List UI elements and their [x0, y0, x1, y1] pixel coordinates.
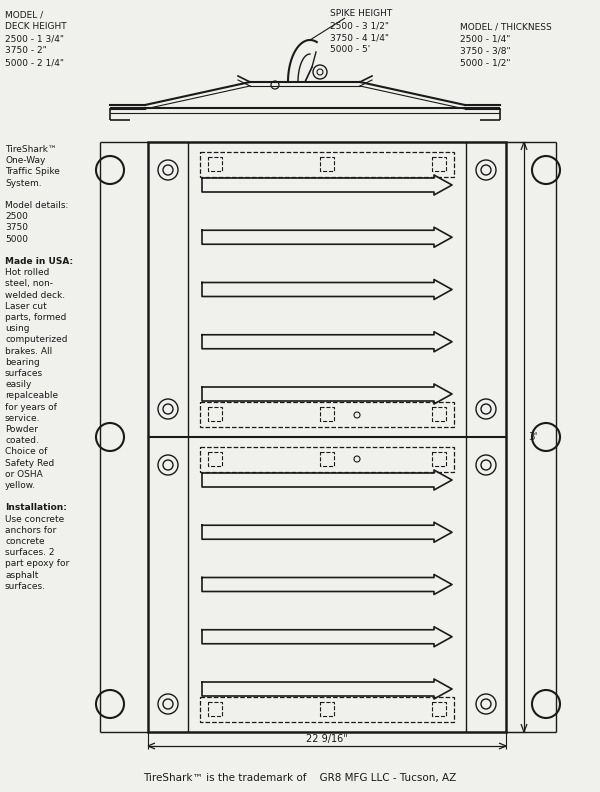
- Text: welded deck.: welded deck.: [5, 291, 65, 299]
- Text: Powder: Powder: [5, 425, 38, 434]
- Text: coated.: coated.: [5, 436, 39, 445]
- Text: brakes. All: brakes. All: [5, 347, 52, 356]
- Bar: [320, 702, 334, 716]
- Bar: [432, 407, 446, 421]
- Text: concrete: concrete: [5, 537, 44, 546]
- Bar: [148, 142, 506, 732]
- Text: anchors for: anchors for: [5, 526, 56, 535]
- Text: Made in USA:: Made in USA:: [5, 257, 73, 266]
- Bar: [320, 407, 334, 421]
- Text: for years of: for years of: [5, 402, 57, 412]
- Bar: [208, 157, 222, 171]
- Bar: [320, 452, 334, 466]
- Text: service.: service.: [5, 413, 41, 423]
- Text: 22 9/16": 22 9/16": [306, 734, 348, 744]
- Text: MODEL / THICKNESS
2500 - 1/4"
3750 - 3/8"
5000 - 1/2": MODEL / THICKNESS 2500 - 1/4" 3750 - 3/8…: [460, 22, 552, 67]
- Text: using: using: [5, 324, 29, 333]
- Text: or OSHA: or OSHA: [5, 470, 43, 479]
- Bar: [432, 702, 446, 716]
- Text: steel, non-: steel, non-: [5, 280, 53, 288]
- Text: 3750: 3750: [5, 223, 28, 232]
- Text: 2500: 2500: [5, 212, 28, 221]
- Text: Choice of: Choice of: [5, 447, 47, 456]
- Text: repalceable: repalceable: [5, 391, 58, 401]
- Text: MODEL /
DECK HEIGHT
2500 - 1 3/4"
3750 - 2"
5000 - 2 1/4": MODEL / DECK HEIGHT 2500 - 1 3/4" 3750 -…: [5, 10, 67, 67]
- Text: parts, formed: parts, formed: [5, 313, 67, 322]
- Bar: [208, 452, 222, 466]
- Text: TireShark™: TireShark™: [5, 145, 57, 154]
- Text: surfaces. 2: surfaces. 2: [5, 548, 55, 558]
- Text: Safety Red: Safety Red: [5, 459, 54, 467]
- Text: yellow.: yellow.: [5, 481, 36, 490]
- Text: Laser cut: Laser cut: [5, 302, 47, 310]
- Text: 3': 3': [528, 432, 538, 442]
- Bar: [200, 152, 454, 177]
- Text: Model details:: Model details:: [5, 201, 68, 210]
- Bar: [432, 157, 446, 171]
- Text: surfaces.: surfaces.: [5, 582, 46, 591]
- Text: TireShark™ is the trademark of    GR8 MFG LLC - Tucson, AZ: TireShark™ is the trademark of GR8 MFG L…: [143, 773, 457, 783]
- Text: surfaces: surfaces: [5, 369, 43, 378]
- Bar: [432, 452, 446, 466]
- Bar: [208, 702, 222, 716]
- Text: computerized: computerized: [5, 335, 67, 345]
- Text: SPIKE HEIGHT
2500 - 3 1/2"
3750 - 4 1/4"
5000 - 5': SPIKE HEIGHT 2500 - 3 1/2" 3750 - 4 1/4"…: [330, 9, 392, 55]
- Text: One-Way: One-Way: [5, 156, 46, 166]
- Text: easily: easily: [5, 380, 31, 389]
- Bar: [200, 402, 454, 427]
- Bar: [200, 447, 454, 472]
- Text: Traffic Spike: Traffic Spike: [5, 167, 60, 177]
- Bar: [200, 697, 454, 722]
- Text: bearing: bearing: [5, 358, 40, 367]
- Bar: [208, 407, 222, 421]
- Text: Hot rolled: Hot rolled: [5, 268, 49, 277]
- Text: System.: System.: [5, 179, 41, 188]
- Text: part epoxy for: part epoxy for: [5, 559, 69, 569]
- Text: asphalt: asphalt: [5, 570, 38, 580]
- Bar: [320, 157, 334, 171]
- Text: 5000: 5000: [5, 234, 28, 244]
- Text: Use concrete: Use concrete: [5, 515, 64, 524]
- Text: Installation:: Installation:: [5, 504, 67, 512]
